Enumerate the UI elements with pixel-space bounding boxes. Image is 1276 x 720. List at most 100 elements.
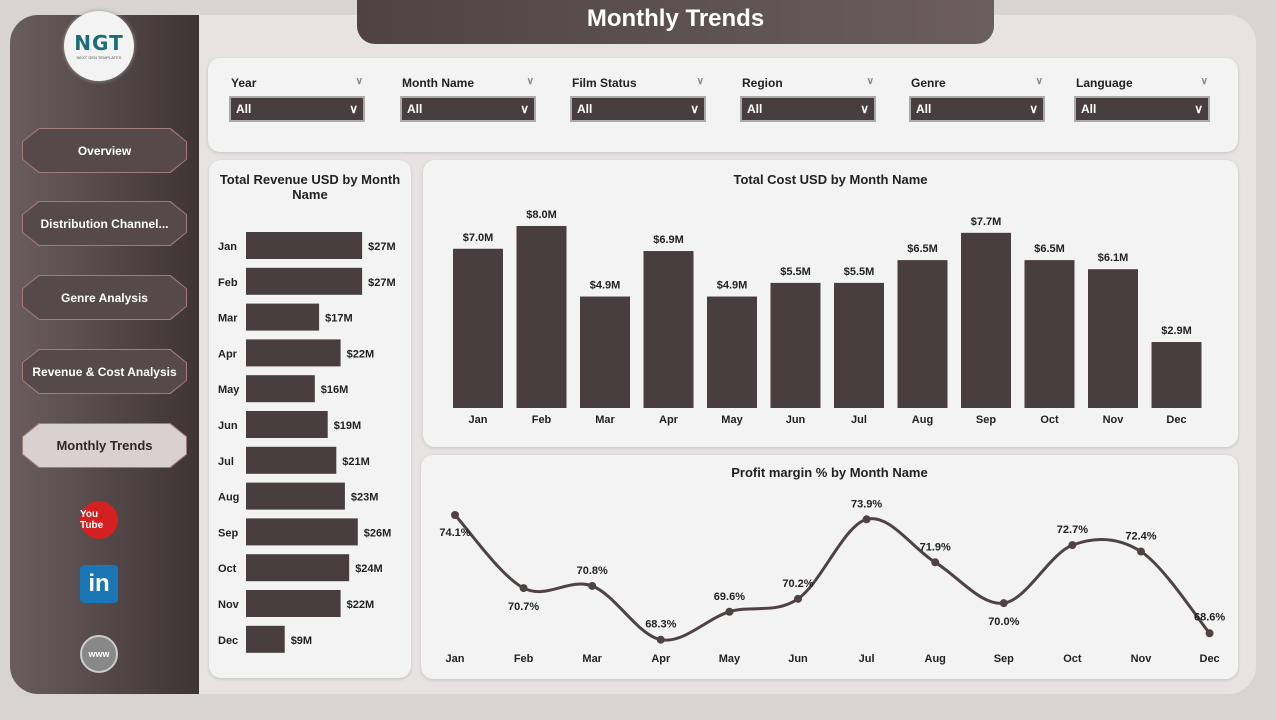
profit-data-label: 71.9% [920, 541, 951, 553]
cost-bar[interactable] [516, 226, 567, 408]
cost-bar[interactable] [580, 296, 630, 408]
filter-dropdown[interactable]: All ∨ [570, 96, 706, 122]
chevron-down-icon[interactable]: ∨ [696, 76, 704, 87]
profit-data-label: 70.0% [988, 616, 1019, 628]
profit-point[interactable] [794, 594, 802, 603]
nav-label: Distribution Channel... [23, 202, 186, 245]
logo-subtitle: NEXT GEN TEMPLATES [76, 55, 122, 60]
revenue-bar[interactable] [246, 339, 341, 367]
cost-bar[interactable] [1024, 260, 1075, 408]
profit-data-label: 68.3% [645, 619, 676, 631]
profit-point[interactable] [451, 511, 459, 519]
filter-dropdown[interactable]: All ∨ [740, 96, 876, 122]
filter-dropdown[interactable]: All ∨ [400, 96, 536, 122]
cost-bar[interactable] [1088, 269, 1138, 408]
youtube-icon[interactable]: You Tube [80, 501, 118, 539]
chevron-down-icon[interactable]: ∨ [1200, 76, 1208, 87]
revenue-bar[interactable] [246, 446, 337, 474]
cost-month-label: Apr [659, 414, 679, 426]
cost-month-label: Jul [851, 414, 867, 426]
cost-bar[interactable] [1151, 342, 1202, 408]
nav-revenue-cost-analysis[interactable]: Revenue & Cost Analysis [22, 349, 187, 394]
filter-film-status[interactable]: Film Status ∨ All ∨ [570, 76, 706, 122]
filter-genre[interactable]: Genre ∨ All ∨ [909, 76, 1045, 122]
revenue-data-label: $19M [334, 420, 362, 432]
cost-bar[interactable] [643, 251, 694, 408]
filter-month-name[interactable]: Month Name ∨ All ∨ [400, 76, 536, 122]
revenue-bar[interactable] [246, 518, 358, 546]
profit-point[interactable] [725, 607, 734, 616]
profit-point[interactable] [999, 599, 1008, 608]
revenue-month-label: Dec [218, 635, 238, 647]
profit-data-label: 70.7% [508, 601, 539, 613]
cost-month-label: Jan [469, 414, 488, 426]
cost-bar[interactable] [961, 232, 1011, 408]
revenue-bar[interactable] [246, 232, 363, 259]
filter-language[interactable]: Language ∨ All ∨ [1074, 76, 1210, 122]
filter-dropdown[interactable]: All ∨ [1074, 96, 1210, 122]
nav-genre-analysis[interactable]: Genre Analysis [22, 275, 187, 320]
profit-point[interactable] [931, 558, 940, 567]
cost-bar[interactable] [834, 282, 884, 408]
chevron-down-icon[interactable]: ∨ [526, 76, 534, 87]
profit-data-label: 74.1% [439, 527, 470, 539]
profit-point[interactable] [656, 635, 665, 644]
revenue-data-label: $27M [368, 241, 396, 253]
cost-month-label: Jun [786, 414, 806, 426]
filter-dropdown[interactable]: All ∨ [909, 96, 1045, 122]
page-title: Monthly Trends [357, 0, 994, 44]
revenue-month-label: May [218, 384, 240, 396]
profit-chart-title: Profit margin % by Month Name [731, 465, 928, 480]
revenue-bar[interactable] [246, 303, 320, 331]
nav-distribution-channel[interactable]: Distribution Channel... [22, 201, 187, 246]
cost-bar[interactable] [770, 282, 821, 408]
cost-data-label: $4.9M [717, 280, 748, 292]
revenue-bar[interactable] [246, 411, 328, 438]
cost-month-label: Dec [1166, 414, 1186, 426]
nav-overview[interactable]: Overview [22, 128, 187, 173]
revenue-bar[interactable] [246, 375, 315, 403]
cost-data-label: $6.1M [1098, 252, 1129, 264]
profit-line [453, 513, 1211, 642]
globe-icon[interactable]: www [80, 635, 118, 673]
profit-month-label: Feb [514, 653, 534, 665]
cost-data-label: $6.5M [1034, 243, 1065, 255]
profit-point[interactable] [1137, 547, 1145, 556]
revenue-month-label: Jan [218, 241, 237, 253]
profit-month-label: May [719, 653, 741, 665]
profit-data-label: 68.6% [1194, 611, 1225, 623]
filter-region[interactable]: Region ∨ All ∨ [740, 76, 876, 122]
filter-dropdown[interactable]: All ∨ [229, 96, 365, 122]
profit-data-label: 72.4% [1125, 531, 1156, 543]
nav-monthly-trends[interactable]: Monthly Trends [22, 423, 187, 468]
cost-month-label: Feb [532, 414, 552, 426]
chevron-down-icon[interactable]: ∨ [355, 76, 363, 87]
cost-data-label: $7.0M [463, 232, 494, 244]
cost-bar[interactable] [707, 296, 757, 408]
profit-point[interactable] [862, 515, 871, 524]
cost-bar[interactable] [453, 248, 503, 408]
profit-month-label: Nov [1131, 653, 1153, 665]
revenue-bar[interactable] [246, 590, 341, 617]
linkedin-icon[interactable]: in [80, 565, 118, 603]
cost-month-label: Aug [912, 414, 933, 426]
filter-year[interactable]: Year ∨ All ∨ [229, 76, 365, 122]
revenue-bar[interactable] [246, 554, 350, 582]
revenue-month-label: Sep [218, 527, 238, 539]
cost-data-label: $4.9M [590, 280, 621, 292]
profit-point[interactable] [1205, 629, 1214, 638]
revenue-bar[interactable] [246, 482, 345, 510]
chevron-down-icon[interactable]: ∨ [1035, 76, 1043, 87]
profit-point[interactable] [588, 581, 597, 590]
chevron-down-icon[interactable]: ∨ [866, 76, 874, 87]
profit-point[interactable] [1068, 541, 1077, 550]
profit-point[interactable] [519, 584, 528, 593]
cost-data-label: $7.7M [971, 216, 1002, 228]
profit-month-label: Dec [1200, 653, 1220, 665]
revenue-bar[interactable] [246, 267, 363, 295]
filter-label: Region ∨ [740, 76, 876, 96]
revenue-bar[interactable] [246, 625, 285, 653]
cost-bar[interactable] [897, 260, 948, 408]
cost-data-label: $8.0M [526, 209, 557, 221]
